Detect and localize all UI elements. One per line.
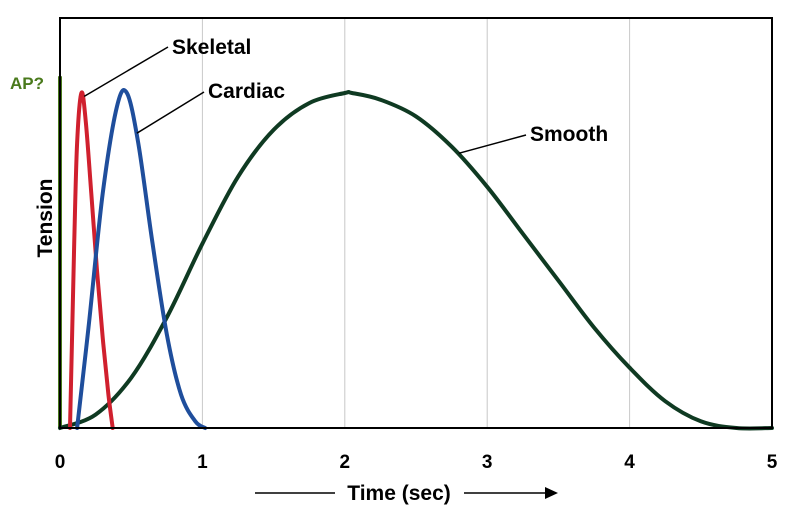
ap-label: AP? bbox=[10, 74, 44, 93]
series-curves bbox=[58, 76, 774, 431]
x-tick-label: 0 bbox=[55, 452, 66, 473]
series-label-smooth: Smooth bbox=[530, 123, 608, 146]
callout-line-smooth bbox=[458, 134, 527, 155]
x-tick-label: 1 bbox=[197, 452, 208, 473]
x-tick-labels: 0 1 2 3 4 5 bbox=[55, 452, 778, 473]
x-tick-label: 2 bbox=[340, 452, 351, 473]
x-tick-label: 4 bbox=[624, 452, 635, 473]
series-line-cardiac bbox=[75, 88, 208, 430]
callout-line-cardiac bbox=[136, 91, 205, 134]
series-callouts bbox=[83, 46, 527, 155]
x-axis-arrow-head-icon bbox=[545, 487, 558, 499]
y-axis-title: Tension bbox=[34, 179, 57, 258]
x-tick-label: 3 bbox=[482, 452, 493, 473]
x-axis-title-group: Time (sec) bbox=[255, 482, 558, 505]
plot-frame bbox=[59, 17, 773, 429]
series-labels: Skeletal Cardiac Smooth bbox=[172, 36, 608, 146]
callout-line-skeletal bbox=[83, 46, 169, 97]
x-tick-label: 5 bbox=[767, 452, 778, 473]
series-line-skeletal bbox=[68, 90, 115, 430]
series-label-cardiac: Cardiac bbox=[208, 80, 285, 103]
series-label-skeletal: Skeletal bbox=[172, 36, 251, 59]
x-axis-title: Time (sec) bbox=[347, 482, 451, 505]
grid-lines bbox=[201, 18, 631, 428]
series-line-smooth bbox=[58, 89, 774, 431]
